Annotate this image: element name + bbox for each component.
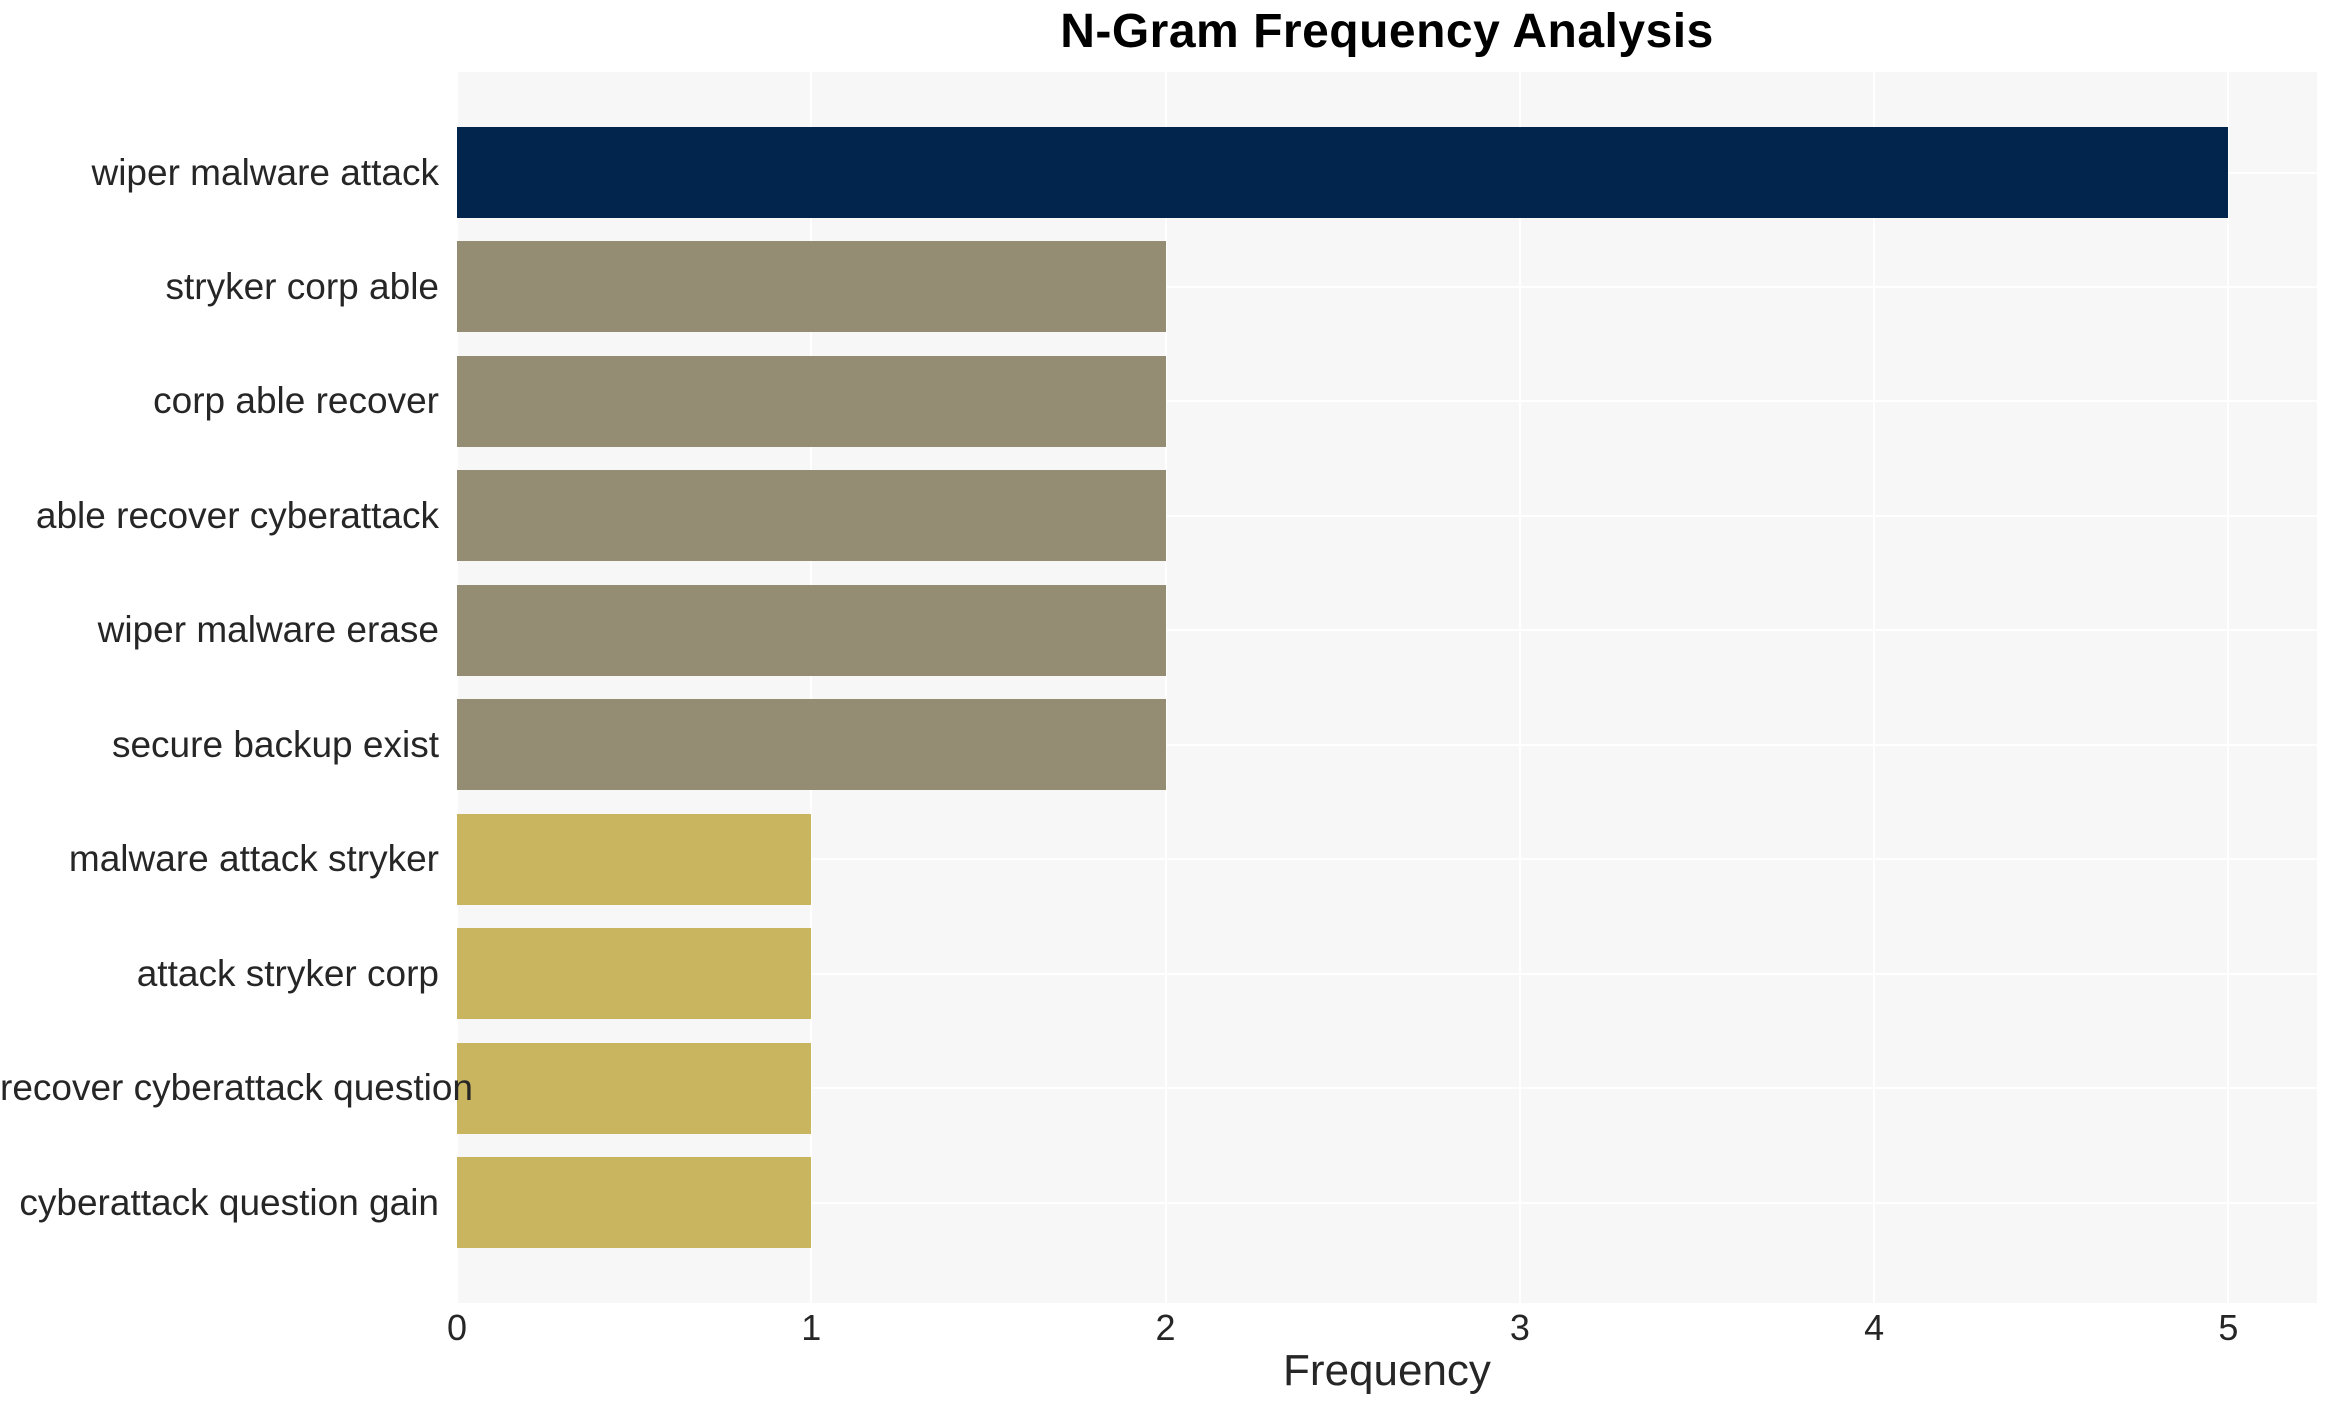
bar xyxy=(457,470,1166,562)
bar xyxy=(457,241,1166,333)
gridline-horizontal xyxy=(457,858,2317,861)
y-axis-label: wiper malware attack xyxy=(91,151,439,193)
y-axis-label: recover cyberattack question xyxy=(0,1067,474,1109)
gridline-horizontal xyxy=(457,514,2317,517)
y-axis-label: able recover cyberattack xyxy=(35,494,439,536)
y-axis-label: cyberattack question gain xyxy=(19,1181,439,1223)
x-tick-label: 1 xyxy=(801,1307,822,1348)
bar xyxy=(457,355,1166,447)
gridline-vertical xyxy=(2227,72,2230,1303)
x-axis-label: Frequency xyxy=(1283,1346,1491,1395)
x-tick-label: 4 xyxy=(1864,1307,1885,1348)
y-axis-label: wiper malware erase xyxy=(97,609,439,651)
bar xyxy=(457,699,1166,791)
bar xyxy=(457,1042,812,1134)
gridline-vertical xyxy=(1164,72,1167,1303)
y-axis-label: attack stryker corp xyxy=(136,952,439,994)
gridline-horizontal xyxy=(457,743,2317,746)
gridline-horizontal xyxy=(457,400,2317,403)
gridline-horizontal xyxy=(457,629,2317,632)
gridline-horizontal xyxy=(457,1201,2317,1204)
gridline-vertical xyxy=(1873,72,1876,1303)
gridline-vertical xyxy=(1518,72,1521,1303)
gridline-horizontal xyxy=(457,972,2317,975)
gridline-vertical xyxy=(456,72,458,1303)
y-axis-label: stryker corp able xyxy=(165,265,440,307)
x-tick-label: 5 xyxy=(2218,1307,2239,1348)
bar xyxy=(457,928,812,1020)
gridline-horizontal xyxy=(457,1087,2317,1090)
x-tick-label: 3 xyxy=(1509,1307,1530,1348)
gridline-vertical xyxy=(810,72,813,1303)
bar xyxy=(457,127,2229,218)
plot-area xyxy=(456,72,2317,1303)
x-tick-label: 0 xyxy=(446,1307,468,1348)
x-tick-label: 2 xyxy=(1155,1307,1176,1348)
y-axis-label: malware attack stryker xyxy=(68,838,439,880)
gridline-horizontal xyxy=(457,285,2317,288)
y-axis-label: secure backup exist xyxy=(111,723,439,765)
bar xyxy=(457,584,1166,676)
bar xyxy=(457,813,812,905)
chart-title: N-Gram Frequency Analysis xyxy=(1060,5,1714,58)
bar xyxy=(457,1157,812,1248)
y-axis-label: corp able recover xyxy=(153,380,439,422)
